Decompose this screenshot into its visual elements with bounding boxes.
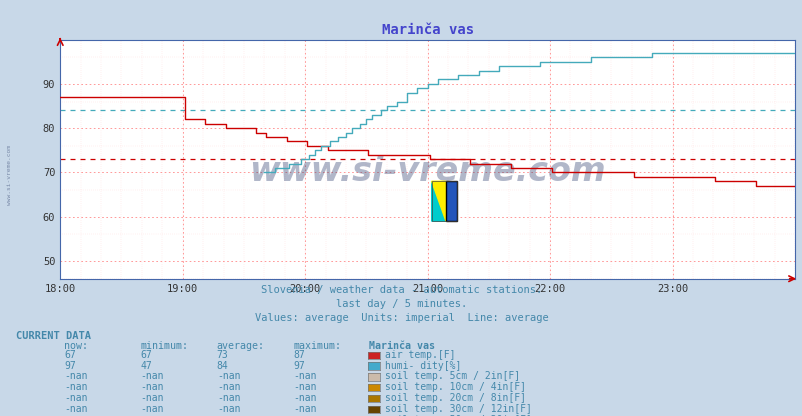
Text: -nan: -nan — [140, 371, 164, 381]
Text: -nan: -nan — [293, 382, 316, 392]
Text: soil temp. 30cm / 12in[F]: soil temp. 30cm / 12in[F] — [385, 404, 532, 414]
Text: Slovenia / weather data - automatic stations.: Slovenia / weather data - automatic stat… — [261, 285, 541, 295]
Text: www.si-vreme.com: www.si-vreme.com — [249, 155, 606, 188]
Text: 67: 67 — [140, 350, 152, 360]
Text: 47: 47 — [140, 361, 152, 371]
Text: -nan: -nan — [140, 415, 164, 416]
Title: Marinča vas: Marinča vas — [381, 23, 473, 37]
Text: 97: 97 — [64, 361, 76, 371]
Text: 67: 67 — [64, 350, 76, 360]
Text: 73: 73 — [217, 350, 229, 360]
Polygon shape — [431, 181, 445, 221]
Text: CURRENT DATA: CURRENT DATA — [16, 331, 91, 341]
Text: maximum:: maximum: — [293, 341, 341, 351]
Text: 84: 84 — [217, 361, 229, 371]
Text: 87: 87 — [293, 350, 305, 360]
Text: -nan: -nan — [217, 415, 240, 416]
Text: soil temp. 20cm / 8in[F]: soil temp. 20cm / 8in[F] — [385, 393, 526, 403]
Text: air temp.[F]: air temp.[F] — [385, 350, 456, 360]
Text: -nan: -nan — [293, 404, 316, 414]
Text: 97: 97 — [293, 361, 305, 371]
Text: average:: average: — [217, 341, 265, 351]
Text: humi- dity[%]: humi- dity[%] — [385, 361, 461, 371]
Text: -nan: -nan — [64, 393, 87, 403]
Text: now:: now: — [64, 341, 88, 351]
Text: minimum:: minimum: — [140, 341, 188, 351]
Text: -nan: -nan — [217, 393, 240, 403]
Text: -nan: -nan — [140, 404, 164, 414]
Text: -nan: -nan — [64, 404, 87, 414]
Polygon shape — [431, 181, 445, 221]
Text: -nan: -nan — [140, 382, 164, 392]
FancyBboxPatch shape — [445, 181, 457, 221]
Text: -nan: -nan — [293, 415, 316, 416]
Text: -nan: -nan — [64, 371, 87, 381]
Text: -nan: -nan — [64, 382, 87, 392]
Text: Values: average  Units: imperial  Line: average: Values: average Units: imperial Line: av… — [254, 313, 548, 323]
Text: -nan: -nan — [64, 415, 87, 416]
Text: soil temp. 10cm / 4in[F]: soil temp. 10cm / 4in[F] — [385, 382, 526, 392]
Text: Marinča vas: Marinča vas — [369, 341, 435, 351]
Text: -nan: -nan — [217, 404, 240, 414]
Text: -nan: -nan — [293, 393, 316, 403]
Text: www.si-vreme.com: www.si-vreme.com — [7, 145, 12, 205]
Text: -nan: -nan — [293, 371, 316, 381]
Text: -nan: -nan — [140, 393, 164, 403]
Text: last day / 5 minutes.: last day / 5 minutes. — [335, 299, 467, 309]
Text: soil temp. 5cm / 2in[F]: soil temp. 5cm / 2in[F] — [385, 371, 520, 381]
Text: -nan: -nan — [217, 371, 240, 381]
Text: soil temp. 50cm / 20in[F]: soil temp. 50cm / 20in[F] — [385, 415, 532, 416]
Text: -nan: -nan — [217, 382, 240, 392]
